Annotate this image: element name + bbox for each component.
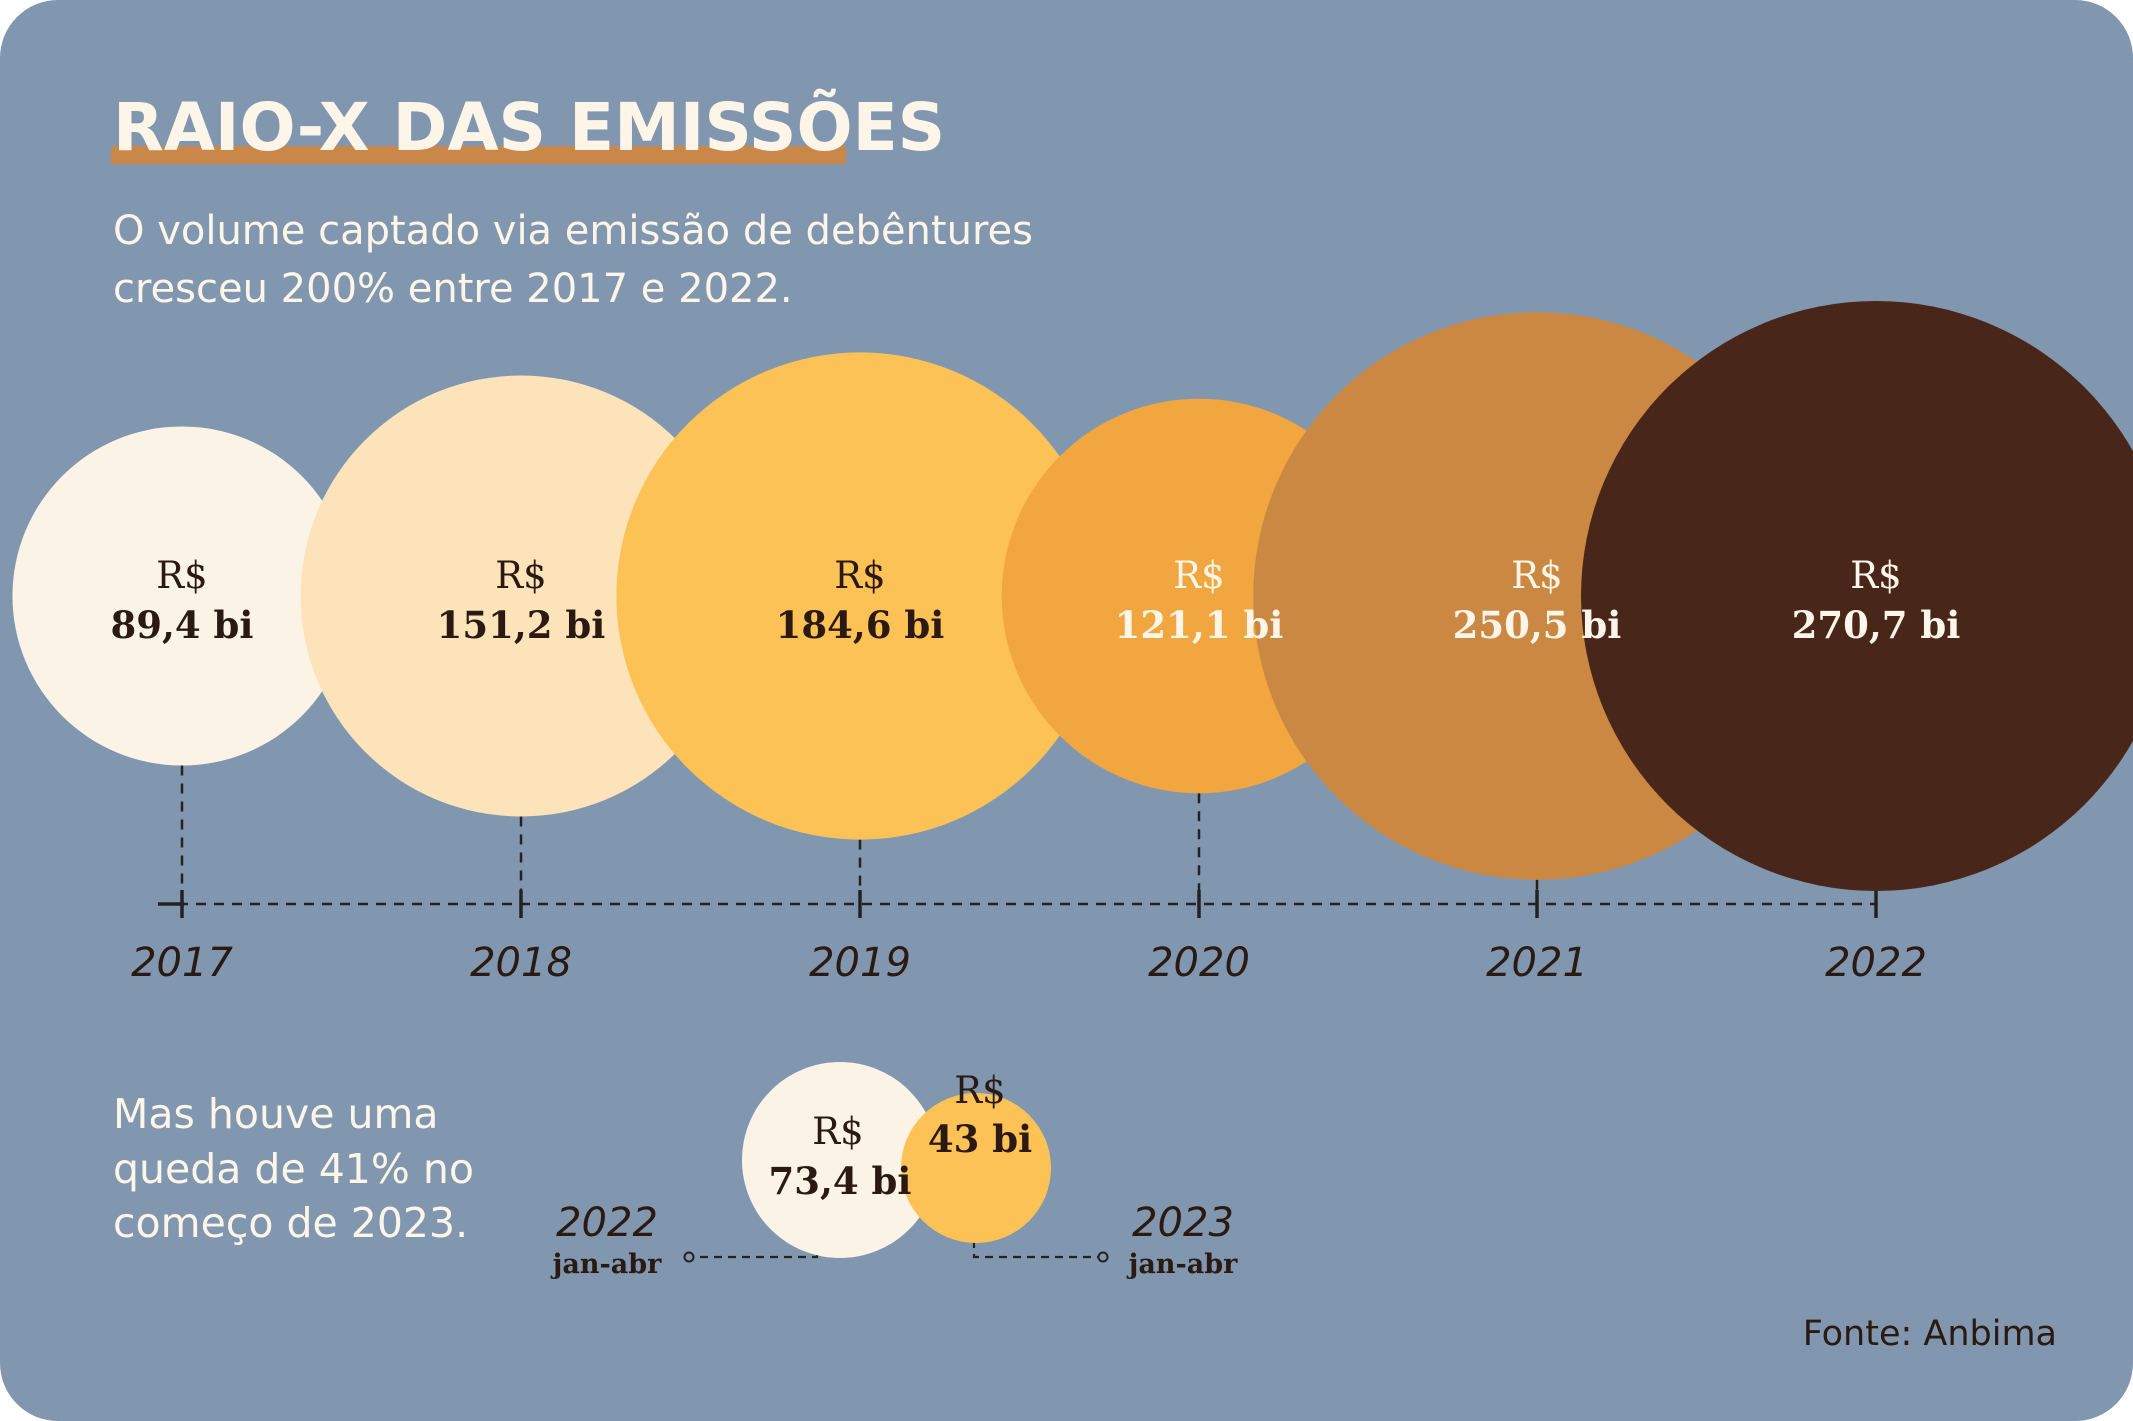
bubble-value-label: 73,4 bi: [769, 1159, 912, 1203]
chart-title: RAIO-X DAS EMISSÕES: [113, 89, 945, 166]
category-sublabel-2023: jan-abr: [1127, 1249, 1238, 1280]
bubble-currency-label: R$: [834, 554, 885, 597]
bubble-currency-label: R$: [812, 1110, 863, 1153]
category-label-2023: 2023: [1132, 1200, 1234, 1246]
connector-dot-2022: [683, 1251, 695, 1263]
bottom-note-line-1: Mas houve uma: [113, 1090, 439, 1138]
subtitle-line-1: O volume captado via emissão de debêntur…: [113, 208, 1033, 254]
year-tick-labels: 2017 2018 2019 2020 2021 2022: [131, 940, 1927, 986]
bubble-currency-label: R$: [495, 554, 546, 597]
year-tick-label: 2022: [1825, 940, 1927, 986]
bubble-2022-jan-abr: [742, 1062, 938, 1258]
bubble-currency-label: R$: [1511, 554, 1562, 597]
year-tick-label: 2019: [809, 940, 911, 986]
bubbles-main: R$ 89,4 bi R$ 151,2 bi R$ 184,6 bi R$ 121,1 bi R…: [12, 301, 2133, 891]
year-tick-label: 2020: [1148, 940, 1250, 986]
bubble-2017: [12, 426, 352, 766]
bubble-currency-label: R$: [1850, 554, 1901, 597]
bubble-2023-jan-abr: [900, 1092, 1052, 1244]
source-credit: Fonte: Anbima: [1803, 1314, 2057, 1354]
bottom-note-line-3: começo de 2023.: [113, 1199, 468, 1247]
bubble-value-label: 89,4 bi: [111, 603, 254, 647]
year-tick-label: 2021: [1486, 940, 1588, 986]
bubble-value-label: 270,7 bi: [1792, 603, 1961, 647]
bottom-note-line-2: queda de 41% no: [113, 1145, 474, 1193]
category-sublabel-2022: jan-abr: [551, 1249, 662, 1280]
bubble-value-label: 151,2 bi: [437, 603, 606, 647]
bubble-value-label: 184,6 bi: [776, 603, 945, 647]
bubble-currency-label: R$: [156, 554, 207, 597]
bubble-currency-label: R$: [954, 1069, 1005, 1112]
title-underline: [111, 146, 846, 164]
year-tick-label: 2018: [470, 940, 572, 986]
bubble-2019: [616, 352, 1104, 840]
connector-2022: [692, 1184, 819, 1259]
timeline-axis: [158, 765, 1878, 918]
category-label-2022: 2022: [556, 1200, 658, 1246]
year-tick-label: 2017: [131, 940, 233, 986]
bubble-2022: [1581, 301, 2133, 891]
bubble-value-label: 250,5 bi: [1453, 603, 1622, 647]
bubble-currency-label: R$: [1173, 554, 1224, 597]
subtitle-line-2: cresceu 200% entre 2017 e 2022.: [113, 266, 793, 312]
connector-dot-2023: [1097, 1251, 1109, 1263]
bubble-value-label: 43 bi: [928, 1117, 1032, 1161]
bubble-2018: [300, 375, 742, 817]
bubble-value-label: 121,1 bi: [1115, 603, 1284, 647]
